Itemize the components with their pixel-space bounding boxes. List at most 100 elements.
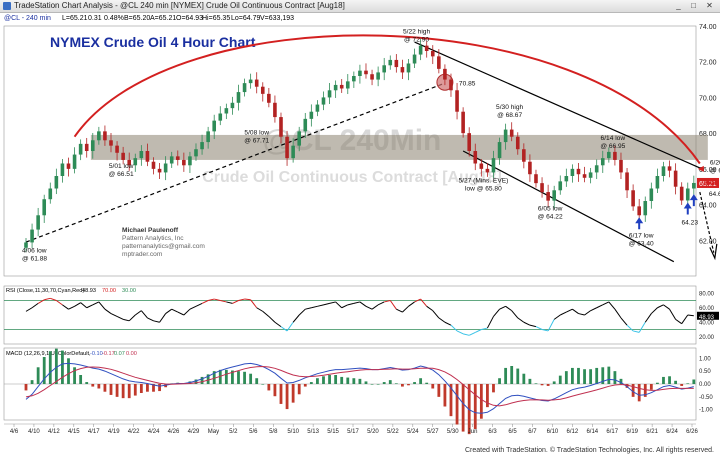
macd-line	[25, 362, 694, 414]
macd-histogram-bar	[437, 384, 441, 397]
rsi-segment	[590, 307, 597, 312]
price-candle	[133, 158, 138, 166]
rsi-segment	[371, 304, 379, 310]
rsi-segment	[159, 313, 167, 323]
price-candle	[491, 158, 496, 173]
macd-histogram-bar	[115, 384, 119, 397]
x-tick-label: 4/15	[68, 429, 80, 435]
rsi-segment	[566, 308, 573, 313]
rsi-segment	[584, 310, 591, 316]
price-candle	[285, 136, 289, 159]
macd-histogram-bar	[534, 383, 538, 384]
price-candle	[333, 84, 338, 91]
macd-tick-label: 1.00	[699, 356, 711, 362]
rsi-segment	[31, 302, 39, 309]
maximize-button[interactable]: □	[691, 1, 696, 10]
x-tick-label: 6/5	[508, 429, 517, 435]
projection-line	[699, 191, 715, 253]
macd-histogram-bar	[649, 384, 653, 390]
price-candle	[437, 56, 441, 69]
rsi-segment	[74, 302, 81, 307]
change-percent: 0.48%	[104, 15, 124, 22]
rsi-segment	[68, 305, 75, 310]
macd-histogram-bar	[388, 380, 392, 384]
rsi-segment	[541, 329, 549, 332]
price-candle	[552, 190, 556, 201]
rsi-segment	[529, 324, 537, 328]
annotation-a617: @ 63.40	[629, 240, 654, 247]
annotation-a620: @ 66.14	[710, 167, 720, 174]
volume-value: V=633,193	[260, 15, 295, 22]
x-tick-label: 4/29	[188, 429, 200, 435]
rsi-pane	[3, 285, 697, 345]
rsi-segment	[475, 329, 482, 333]
price-candle	[30, 229, 34, 243]
rsi-segment	[244, 298, 251, 301]
price-candle	[400, 67, 405, 73]
close-button[interactable]: ✕	[706, 1, 713, 10]
macd-histogram-bar	[328, 375, 331, 384]
rsi-segment	[389, 300, 397, 310]
price-candle	[576, 168, 581, 175]
rsi-segment	[208, 298, 215, 301]
x-tick-label: May	[208, 429, 219, 435]
price-candle	[48, 188, 53, 200]
price-candle	[66, 163, 71, 169]
macd-histogram-bar	[36, 367, 40, 384]
macd-histogram-bar	[279, 384, 283, 404]
price-candle	[679, 186, 684, 201]
price-candle	[248, 79, 253, 84]
change-value: 0.31	[88, 15, 102, 22]
minimize-button[interactable]: _	[676, 1, 681, 10]
price-candle	[109, 140, 113, 146]
price-candle	[157, 168, 162, 173]
credit-line: Michael Paulenoff	[122, 227, 179, 234]
x-tick-label: 5/10	[287, 429, 299, 435]
rsi-segment	[481, 327, 488, 330]
price-tick-label: 64.00	[699, 203, 717, 210]
annotation-a620: 6/20 high	[710, 159, 720, 166]
macd-histogram-bar	[516, 368, 520, 384]
rsi-segment	[86, 304, 93, 309]
price-candle	[643, 201, 648, 216]
rsi-value-box	[697, 311, 719, 320]
rsi-segment	[128, 314, 136, 322]
annotation-a527: 5/27 (Mins. EVE)	[458, 177, 508, 184]
channel-upper-line	[414, 41, 703, 170]
price-candle	[345, 81, 350, 89]
price-candle	[151, 161, 156, 169]
price-candle	[60, 163, 65, 176]
x-tick-label: 4/24	[148, 429, 160, 435]
macd-histogram-bar	[510, 366, 514, 384]
ask-value: A=65.21	[150, 15, 177, 22]
price-candle	[169, 156, 174, 164]
macd-histogram-bar	[431, 384, 435, 389]
x-tick-label: 4/12	[48, 429, 60, 435]
macd-histogram-bar	[643, 384, 647, 397]
price-tick-label: 70.00	[699, 95, 717, 102]
price-candle	[509, 129, 514, 137]
macd-histogram-bar	[577, 367, 580, 384]
annotation-a530: @ 68.67	[497, 112, 522, 119]
macd-histogram-bar	[376, 384, 380, 385]
credit-line: patternanalytics@gmail.com	[122, 243, 205, 250]
macd-histogram-bar	[498, 378, 501, 384]
rsi-segment	[456, 330, 464, 335]
price-candle	[613, 151, 617, 160]
rsi-segment	[50, 297, 57, 301]
x-tick-label: 6/17	[606, 429, 618, 435]
footer: Created with TradeStation. © TradeStatio…	[0, 446, 720, 456]
rsi-segment	[347, 302, 354, 306]
rsi-segment	[468, 331, 476, 336]
macd-histogram-bar	[631, 384, 635, 397]
symbol-label: @CL - 240 min	[4, 15, 51, 22]
x-tick-label: 5/20	[367, 429, 379, 435]
rsi-segment	[214, 298, 221, 301]
x-tick-label: 5/17	[347, 429, 359, 435]
macd-tick-label: -0.50	[699, 395, 713, 401]
price-candle	[364, 70, 368, 75]
macd-histogram-bar	[297, 384, 301, 395]
macd-histogram-bar	[522, 373, 526, 384]
price-candle	[84, 143, 89, 151]
